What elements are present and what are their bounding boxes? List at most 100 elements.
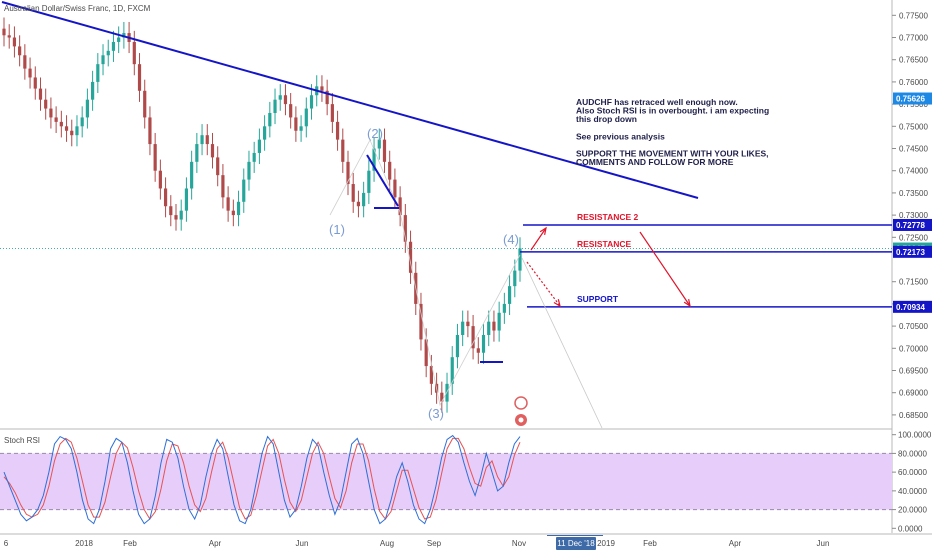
candle-body	[252, 152, 256, 162]
x-tick-label: Nov	[512, 539, 526, 548]
candle-body	[445, 383, 449, 402]
price-label: 0.72173	[896, 248, 925, 257]
projection-arrow-dotted-head	[553, 299, 561, 308]
candle-body	[440, 392, 444, 402]
x-tick-label: 2018	[75, 539, 93, 548]
annotation-line: See previous analysis	[576, 131, 665, 141]
candle-body	[335, 121, 340, 140]
stoch-rsi-title: Stoch RSI	[4, 436, 40, 445]
candle-body	[59, 121, 63, 127]
candle-body	[341, 139, 345, 162]
event-icon-dot	[518, 417, 524, 423]
candle-body	[18, 46, 22, 56]
candle-body	[299, 126, 303, 131]
candle-body	[507, 286, 512, 304]
candle-body	[231, 210, 235, 216]
candle-body	[450, 357, 454, 384]
y-tick-label: 0.73000	[899, 211, 928, 220]
candle-body	[502, 303, 506, 313]
candle-body	[179, 210, 183, 220]
y-tick-label: 0.77500	[899, 11, 928, 20]
candle-body	[471, 326, 475, 349]
candle-body	[466, 321, 470, 327]
candle-body	[455, 334, 460, 358]
candle-body	[492, 321, 496, 331]
price-label-bg	[893, 92, 932, 105]
candle-body	[257, 139, 261, 153]
candle-body	[80, 117, 84, 127]
candle-body	[273, 99, 277, 113]
candle-body	[518, 248, 522, 271]
y-tick-label: 0.71500	[899, 278, 928, 287]
candle-body	[424, 339, 428, 367]
candle-body	[190, 161, 194, 189]
stoch-rsi-band	[0, 453, 892, 510]
candle-body	[91, 81, 95, 100]
candle-body	[393, 179, 397, 198]
candle-body	[377, 139, 381, 149]
candles	[2, 17, 522, 413]
wave-guide	[329, 139, 521, 407]
candle-body	[216, 157, 220, 176]
x-tick-label: 2019	[597, 539, 615, 548]
projection-arrow-up	[530, 227, 547, 251]
stoch-rsi-k-line	[3, 434, 521, 525]
y-tick-label: 0.73500	[899, 189, 928, 198]
candle-body	[195, 144, 199, 162]
candle-body	[351, 184, 355, 202]
candle-body	[398, 197, 402, 216]
candle-body	[200, 135, 204, 145]
price-label: 0.72778	[896, 221, 925, 230]
y-tick-label: 0.74000	[899, 167, 928, 176]
y-tick-label: 0.74500	[899, 145, 928, 154]
candle-body	[263, 126, 267, 140]
candle-body	[49, 108, 53, 118]
candle-body	[513, 270, 517, 287]
projection-arrow-up-head	[539, 226, 547, 235]
candle-body	[330, 104, 334, 122]
candle-body	[33, 77, 37, 89]
x-cursor-label-bg	[556, 537, 596, 550]
projection-arrow-down	[639, 231, 691, 307]
candle-body	[304, 108, 308, 127]
candle-body	[419, 303, 423, 340]
x-tick-label: Jun	[296, 539, 309, 548]
candle-body	[117, 37, 121, 42]
stoch-rsi-pane	[0, 434, 892, 525]
candle-body	[226, 197, 230, 211]
level-label: RESISTANCE	[577, 239, 631, 249]
candle-body	[44, 99, 48, 109]
candle-body	[320, 86, 324, 91]
flag-event-icon	[514, 396, 528, 410]
candle-body	[346, 161, 350, 185]
price-label-bg	[893, 245, 932, 258]
candle-body	[174, 215, 178, 220]
candle-body	[408, 241, 413, 273]
candle-body	[283, 95, 288, 105]
downtrend-line	[1, 1, 699, 199]
candle-body	[23, 55, 27, 69]
candle-body	[96, 64, 100, 82]
rsi-tick-label: 20.0000	[898, 506, 927, 515]
price-label: 0.70934	[896, 303, 925, 312]
candle-body	[294, 117, 298, 131]
candle-body	[221, 175, 225, 198]
y-tick-label: 0.68500	[899, 411, 928, 420]
candle-body	[205, 135, 209, 145]
price-label-bg	[893, 300, 932, 313]
candle-body	[106, 50, 110, 56]
wave-label: (4)	[503, 232, 519, 247]
annotation-line: COMMENTS AND FOLLOW FOR MORE	[576, 157, 734, 167]
y-tick-label: 0.70500	[899, 322, 928, 331]
forecast-line	[521, 257, 603, 429]
candle-body	[382, 139, 387, 162]
candle-body	[12, 37, 17, 47]
candle-body	[2, 28, 6, 36]
pattern-line	[366, 154, 399, 207]
annotation-note: AUDCHF has retraced well enough now.Also…	[576, 97, 769, 167]
annotation-line: Also Stoch RSI is in overbought. i am ex…	[576, 106, 769, 116]
candle-body	[309, 95, 314, 109]
candle-body	[64, 126, 69, 131]
